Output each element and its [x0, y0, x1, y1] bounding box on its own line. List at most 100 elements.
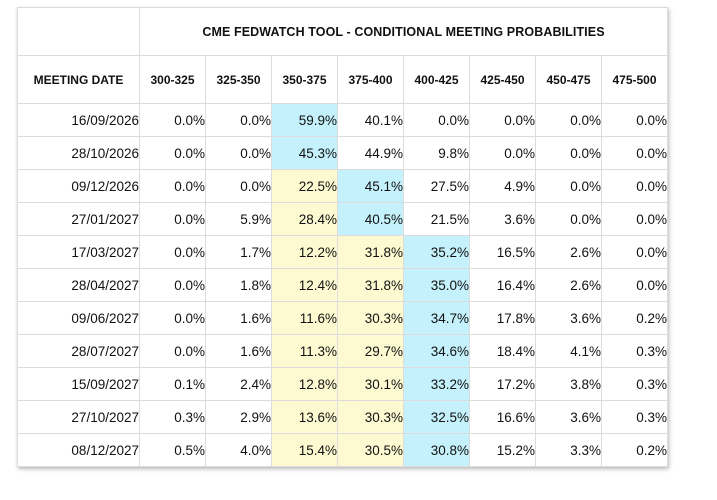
title-row: CME FEDWATCH TOOL - CONDITIONAL MEETING … — [17, 7, 668, 56]
column-header-350-375: 350-375 — [271, 55, 338, 104]
probability-cell: 2.6% — [535, 235, 602, 269]
probability-cell: 13.6% — [271, 400, 338, 434]
table-body: 16/09/2026 0.0% 0.0% 59.9% 40.1% 0.0% 0.0% 0.0%… — [17, 103, 668, 467]
probability-cell: 30.5% — [337, 433, 404, 467]
probability-cell: 0.0% — [469, 136, 536, 170]
probability-cell: 0.0% — [139, 202, 206, 236]
probability-cell: 0.0% — [535, 202, 602, 236]
probability-cell: 4.1% — [535, 334, 602, 368]
table-row: 28/10/2026 0.0% 0.0% 45.3% 44.9% 9.8% 0.0% 0.0%… — [17, 136, 668, 170]
probability-cell: 1.6% — [205, 301, 272, 335]
probability-cell: 2.9% — [205, 400, 272, 434]
probability-cell: 0.0% — [205, 103, 272, 137]
probability-cell: 31.8% — [337, 235, 404, 269]
probability-cell: 16.6% — [469, 400, 536, 434]
table-row: 27/01/2027 0.0% 5.9% 28.4% 40.5% 21.5% 3.6% 0.0… — [17, 202, 668, 236]
probability-cell: 0.3% — [601, 334, 668, 368]
probability-cell: 0.0% — [139, 334, 206, 368]
column-header-450-475: 450-475 — [535, 55, 602, 104]
column-header-325-350: 325-350 — [205, 55, 272, 104]
probability-cell: 11.3% — [271, 334, 338, 368]
probability-cell: 17.2% — [469, 367, 536, 401]
probability-cell: 30.3% — [337, 301, 404, 335]
probability-cell: 0.1% — [139, 367, 206, 401]
probability-cell: 0.0% — [139, 136, 206, 170]
corner-cell — [17, 7, 140, 56]
probability-cell: 12.8% — [271, 367, 338, 401]
probability-cell: 32.5% — [403, 400, 470, 434]
probability-cell: 12.2% — [271, 235, 338, 269]
table-row: 09/12/2026 0.0% 0.0% 22.5% 45.1% 27.5% 4.9% 0.0… — [17, 169, 668, 203]
probability-cell: 27.5% — [403, 169, 470, 203]
probability-cell: 0.0% — [601, 169, 668, 203]
probability-cell: 0.5% — [139, 433, 206, 467]
table-row: 15/09/2027 0.1% 2.4% 12.8% 30.1% 33.2% 17.2% 3.… — [17, 367, 668, 401]
probability-cell: 33.2% — [403, 367, 470, 401]
probability-cell: 1.7% — [205, 235, 272, 269]
probability-cell: 30.3% — [337, 400, 404, 434]
probability-cell: 0.0% — [601, 136, 668, 170]
probability-cell: 16.5% — [469, 235, 536, 269]
table-row: 16/09/2026 0.0% 0.0% 59.9% 40.1% 0.0% 0.0% 0.0%… — [17, 103, 668, 137]
probability-cell: 0.0% — [205, 169, 272, 203]
table-row: 28/04/2027 0.0% 1.8% 12.4% 31.8% 35.0% 16.4% 2.… — [17, 268, 668, 302]
meeting-date-cell: 17/03/2027 — [17, 235, 140, 269]
probability-cell: 35.0% — [403, 268, 470, 302]
column-header-300-325: 300-325 — [139, 55, 206, 104]
meeting-date-cell: 08/12/2027 — [17, 433, 140, 467]
probability-cell: 12.4% — [271, 268, 338, 302]
probability-cell: 3.8% — [535, 367, 602, 401]
meeting-date-cell: 28/07/2027 — [17, 334, 140, 368]
meeting-date-cell: 27/01/2027 — [17, 202, 140, 236]
probability-cell: 0.0% — [469, 103, 536, 137]
table-row: 08/12/2027 0.5% 4.0% 15.4% 30.5% 30.8% 15.2% 3.… — [17, 433, 668, 467]
fedwatch-panel: CME FEDWATCH TOOL - CONDITIONAL MEETING … — [17, 7, 668, 467]
probability-cell: 35.2% — [403, 235, 470, 269]
probability-cell: 17.8% — [469, 301, 536, 335]
probability-cell: 15.2% — [469, 433, 536, 467]
probability-cell: 31.8% — [337, 268, 404, 302]
column-header-475-500: 475-500 — [601, 55, 668, 104]
probability-cell: 0.0% — [601, 103, 668, 137]
column-header-425-450: 425-450 — [469, 55, 536, 104]
table-row: 27/10/2027 0.3% 2.9% 13.6% 30.3% 32.5% 16.6% 3.… — [17, 400, 668, 434]
probability-cell: 59.9% — [271, 103, 338, 137]
probability-cell: 0.2% — [601, 433, 668, 467]
probability-cell: 2.4% — [205, 367, 272, 401]
probability-cell: 0.0% — [403, 103, 470, 137]
probability-cell: 9.8% — [403, 136, 470, 170]
probability-cell: 28.4% — [271, 202, 338, 236]
probability-cell: 3.6% — [535, 400, 602, 434]
probability-cell: 34.7% — [403, 301, 470, 335]
probability-cell: 29.7% — [337, 334, 404, 368]
probability-cell: 45.3% — [271, 136, 338, 170]
probability-cell: 21.5% — [403, 202, 470, 236]
probability-cell: 11.6% — [271, 301, 338, 335]
probability-cell: 0.0% — [205, 136, 272, 170]
column-header-meeting-date: MEETING DATE — [17, 55, 140, 104]
probability-cell: 0.3% — [601, 367, 668, 401]
probability-cell: 30.8% — [403, 433, 470, 467]
probability-cell: 16.4% — [469, 268, 536, 302]
table-row: 28/07/2027 0.0% 1.6% 11.3% 29.7% 34.6% 18.4% 4.… — [17, 334, 668, 368]
probability-cell: 0.0% — [535, 169, 602, 203]
probability-cell: 0.0% — [601, 268, 668, 302]
probability-cell: 0.0% — [139, 169, 206, 203]
probability-cell: 0.0% — [601, 202, 668, 236]
probability-cell: 1.8% — [205, 268, 272, 302]
meeting-date-cell: 28/04/2027 — [17, 268, 140, 302]
probability-table: CME FEDWATCH TOOL - CONDITIONAL MEETING … — [17, 7, 668, 467]
probability-cell: 40.1% — [337, 103, 404, 137]
probability-cell: 4.9% — [469, 169, 536, 203]
probability-cell: 18.4% — [469, 334, 536, 368]
meeting-date-cell: 09/12/2026 — [17, 169, 140, 203]
meeting-date-cell: 28/10/2026 — [17, 136, 140, 170]
probability-cell: 3.6% — [469, 202, 536, 236]
column-header-375-400: 375-400 — [337, 55, 404, 104]
probability-cell: 15.4% — [271, 433, 338, 467]
probability-cell: 5.9% — [205, 202, 272, 236]
meeting-date-cell: 09/06/2027 — [17, 301, 140, 335]
probability-cell: 0.0% — [139, 235, 206, 269]
column-header-400-425: 400-425 — [403, 55, 470, 104]
probability-cell: 0.0% — [535, 103, 602, 137]
